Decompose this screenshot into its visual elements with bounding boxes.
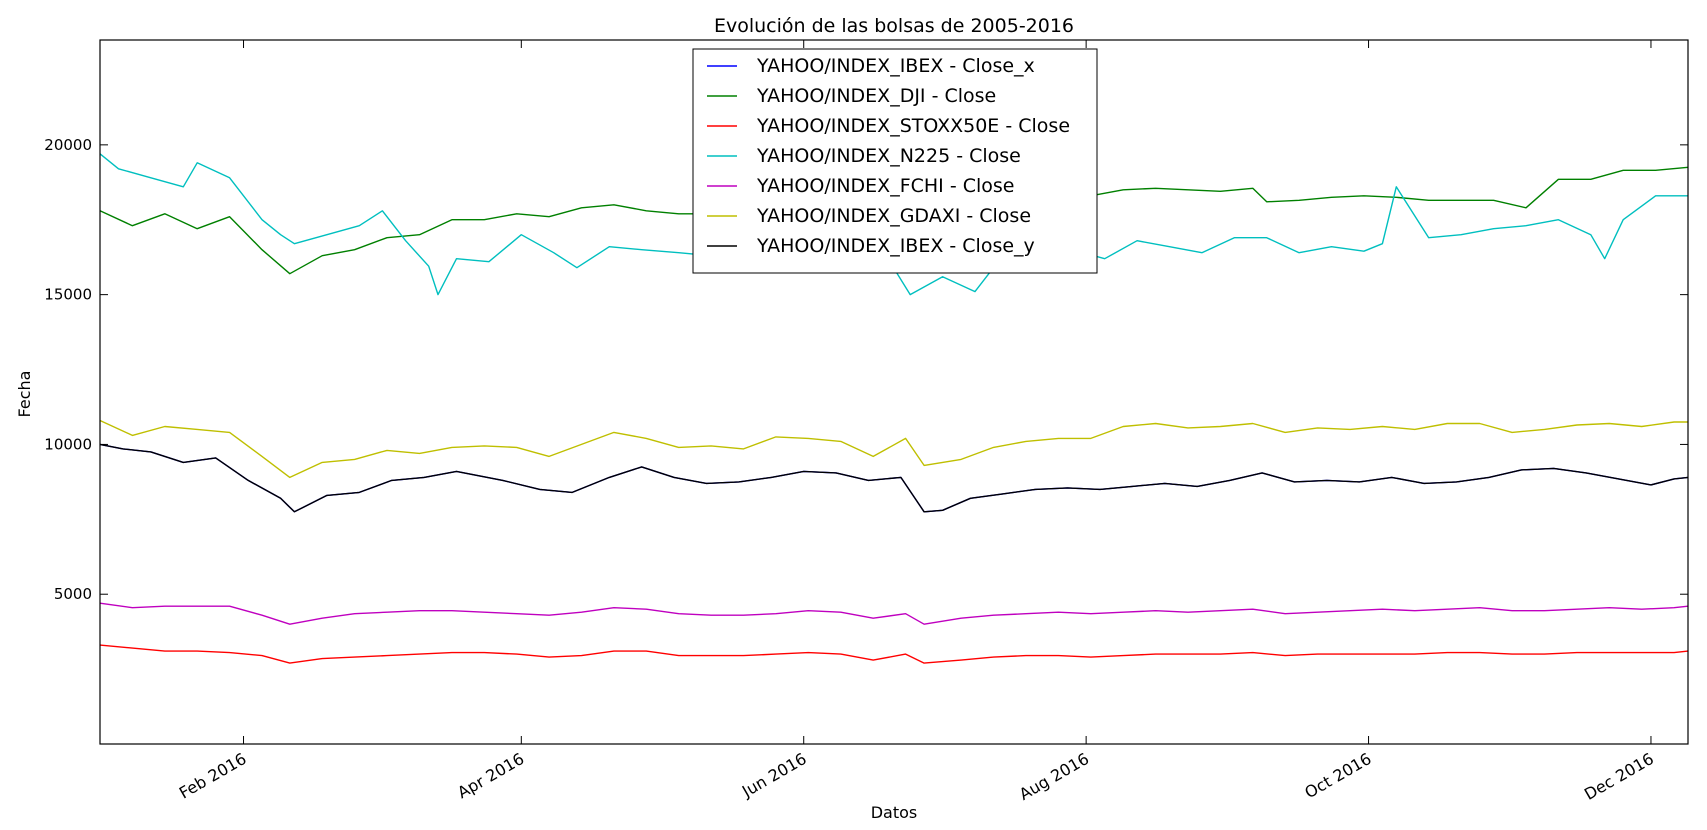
legend-label: YAHOO/INDEX_IBEX - Close_y xyxy=(756,235,1035,257)
x-tick-label: Apr 2016 xyxy=(454,749,527,802)
legend-label: YAHOO/INDEX_STOXX50E - Close xyxy=(756,115,1070,137)
legend-box xyxy=(692,48,1098,274)
series-line-5 xyxy=(99,602,1689,625)
series-line-3 xyxy=(99,644,1689,664)
x-tick-label: Dec 2016 xyxy=(1581,749,1657,804)
legend-label: YAHOO/INDEX_GDAXI - Close xyxy=(756,205,1031,227)
y-axis-label: Fecha xyxy=(15,371,34,418)
plot-area-frame xyxy=(99,39,1689,745)
x-tick-label: Feb 2016 xyxy=(176,749,250,803)
chart-title: Evolución de las bolsas de 2005-2016 xyxy=(714,15,1074,37)
series-line-6 xyxy=(99,419,1688,479)
x-tick-label: Oct 2016 xyxy=(1301,749,1374,802)
legend-label: YAHOO/INDEX_N225 - Close xyxy=(756,145,1021,167)
legend-label: YAHOO/INDEX_IBEX - Close_x xyxy=(756,55,1035,77)
chart-legend: YAHOO/INDEX_IBEX - Close_x YAHOO/INDEX_DJ… xyxy=(692,48,1098,274)
y-tick-label: 15000 xyxy=(44,286,92,304)
series-layer xyxy=(99,153,1689,664)
x-tick-label: Aug 2016 xyxy=(1016,749,1092,804)
series-line-7 xyxy=(99,443,1689,513)
y-axis: 5000 10000 15000 20000 xyxy=(44,136,1688,603)
y-tick-label: 20000 xyxy=(44,136,92,154)
legend-label: YAHOO/INDEX_DJI - Close xyxy=(756,85,996,107)
x-tick-label: Jun 2016 xyxy=(738,749,810,801)
legend-label: YAHOO/INDEX_FCHI - Close xyxy=(756,175,1014,197)
y-tick-label: 10000 xyxy=(44,435,92,453)
y-tick-label: 5000 xyxy=(54,585,92,603)
x-axis-label: Datos xyxy=(871,803,918,822)
